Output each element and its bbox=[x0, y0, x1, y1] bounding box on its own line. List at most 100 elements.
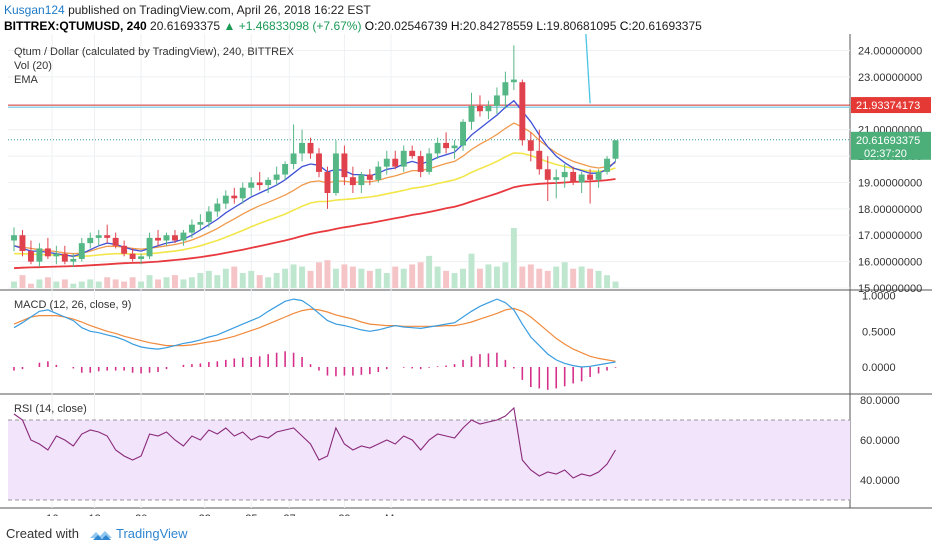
candle-body bbox=[493, 95, 500, 106]
volume-bar bbox=[95, 281, 102, 288]
candle-body bbox=[612, 140, 619, 159]
candle-body bbox=[604, 158, 611, 172]
red-price-tag-label: 21.93374173 bbox=[856, 100, 920, 112]
candle-body bbox=[273, 174, 280, 180]
candle-body bbox=[332, 153, 339, 194]
time-tick-label: 25 bbox=[245, 513, 257, 516]
volume-bar bbox=[146, 275, 153, 288]
rsi-tick-label: 40.0000 bbox=[860, 475, 900, 487]
volume-bar bbox=[53, 281, 60, 288]
volume-bar bbox=[400, 268, 407, 288]
volume-bar bbox=[19, 275, 26, 288]
up-triangle-icon: ▲ bbox=[223, 19, 236, 33]
volume-bar bbox=[316, 262, 322, 288]
candle-body bbox=[527, 140, 534, 151]
candle-body bbox=[44, 248, 51, 257]
price-change: +1.46833098 (+7.67%) bbox=[238, 19, 362, 33]
last-price-tag bbox=[851, 131, 931, 160]
last-price: 20.61693375 bbox=[150, 19, 221, 33]
volume-bar bbox=[324, 260, 331, 288]
volume-bar bbox=[44, 277, 51, 288]
price-tick-label: 15.00000000 bbox=[858, 283, 922, 295]
legend-macd: MACD (12, 26, close, 9) bbox=[14, 299, 131, 311]
volume-bar bbox=[155, 279, 161, 288]
candle-body bbox=[265, 179, 272, 186]
candle-body bbox=[510, 79, 517, 83]
legend-vol: Vol (20) bbox=[14, 60, 52, 72]
volume-bar bbox=[392, 266, 399, 288]
volume-bar bbox=[180, 279, 187, 288]
candle-body bbox=[316, 153, 322, 172]
time-tick-label: 20 bbox=[135, 513, 147, 516]
candle-body bbox=[248, 182, 255, 188]
ema-long-line bbox=[13, 178, 616, 270]
price-tick-label: 16.00000000 bbox=[858, 257, 922, 269]
candle-body bbox=[214, 203, 221, 212]
candle-body bbox=[36, 248, 43, 262]
volume-bar bbox=[138, 281, 145, 288]
legend-title: Qtum / Dollar (calculated by TradingView… bbox=[14, 46, 294, 58]
legend-ema: EMA bbox=[14, 74, 39, 86]
price-tick-label: 21.00000000 bbox=[858, 125, 922, 137]
candle-body bbox=[578, 174, 585, 183]
candle-body bbox=[426, 153, 433, 172]
chart-area[interactable]: 24.0000000023.0000000021.0000000020.0000… bbox=[0, 34, 932, 516]
author-link[interactable]: Kusgan124 bbox=[4, 3, 65, 17]
close-label: C: bbox=[619, 19, 632, 33]
created-with-label: Created with bbox=[6, 526, 79, 541]
candle-body bbox=[358, 174, 365, 186]
price-pane[interactable] bbox=[8, 34, 850, 288]
volume-bar bbox=[536, 268, 543, 288]
rsi-band bbox=[8, 420, 850, 500]
candle-body bbox=[307, 142, 314, 154]
candle-body bbox=[256, 182, 263, 186]
volume-bar bbox=[121, 281, 128, 288]
rsi-line bbox=[13, 406, 616, 479]
candle-body bbox=[282, 164, 289, 175]
price-tick-label: 18.00000000 bbox=[858, 204, 922, 216]
volume-bar bbox=[239, 273, 246, 288]
candle-body bbox=[400, 150, 407, 167]
volume-bar bbox=[222, 268, 229, 288]
volume-bar bbox=[434, 266, 441, 288]
volume-bar bbox=[460, 268, 466, 288]
candle-body bbox=[19, 235, 26, 252]
candle-body bbox=[222, 195, 229, 204]
volume-bar bbox=[485, 264, 492, 288]
volume-bar bbox=[299, 266, 306, 288]
time-tick-label: 18 bbox=[88, 513, 100, 516]
candle-body bbox=[231, 195, 238, 199]
cyan-drawing bbox=[585, 34, 591, 104]
candle-body bbox=[299, 142, 306, 154]
volume-bar bbox=[129, 277, 136, 288]
candle-body bbox=[349, 177, 356, 186]
macd-pane[interactable] bbox=[13, 298, 617, 390]
tradingview-brand[interactable]: TradingView bbox=[116, 526, 188, 541]
candle-body bbox=[70, 258, 77, 262]
candle-body bbox=[561, 171, 568, 178]
candle-body bbox=[485, 105, 492, 112]
countdown-label: 02:37:20 bbox=[864, 148, 907, 160]
volume-bar bbox=[587, 268, 594, 288]
volume-bar bbox=[358, 268, 365, 288]
candle-body bbox=[290, 153, 297, 164]
candle-body bbox=[112, 237, 119, 246]
candle-body bbox=[519, 82, 526, 141]
symbol-label: BITTREX:QTUMUSD, 240 bbox=[4, 19, 147, 33]
volume-bar bbox=[578, 266, 585, 288]
candle-body bbox=[553, 177, 560, 180]
volume-bar bbox=[502, 262, 509, 288]
volume-bar bbox=[510, 228, 517, 288]
candle-body bbox=[434, 142, 441, 154]
volume-bar bbox=[341, 264, 348, 288]
volume-bar bbox=[231, 266, 238, 288]
volume-bar bbox=[27, 283, 34, 288]
candle-body bbox=[595, 171, 602, 180]
volume-bar bbox=[172, 275, 178, 288]
candle-body bbox=[104, 235, 111, 238]
tradingview-logo-icon bbox=[89, 530, 112, 540]
candle-body bbox=[27, 251, 34, 262]
volume-bar bbox=[417, 262, 424, 288]
candle-body bbox=[138, 256, 145, 259]
rsi-pane[interactable] bbox=[8, 406, 850, 501]
